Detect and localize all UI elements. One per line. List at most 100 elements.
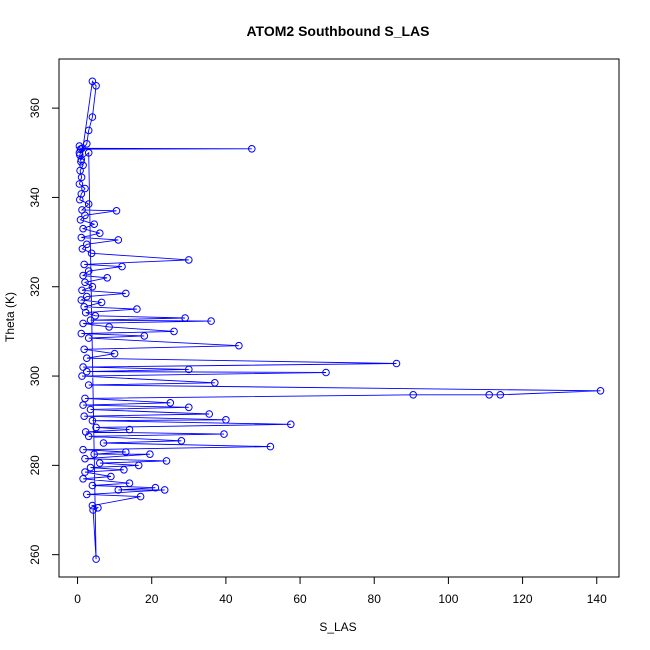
data-point bbox=[79, 363, 87, 371]
y-tick-label: 260 bbox=[28, 544, 42, 564]
data-point bbox=[266, 442, 275, 451]
data-point bbox=[84, 200, 93, 208]
data-point bbox=[83, 367, 91, 376]
data-point bbox=[79, 271, 87, 280]
data-point bbox=[84, 432, 93, 441]
data-point bbox=[84, 267, 93, 275]
data-point bbox=[88, 113, 97, 121]
data-point bbox=[81, 468, 89, 476]
data-point bbox=[96, 459, 104, 467]
y-tick-label: 340 bbox=[28, 187, 42, 207]
data-point bbox=[134, 461, 143, 470]
data-point bbox=[84, 126, 93, 135]
data-point bbox=[86, 405, 95, 414]
data-point bbox=[83, 490, 91, 499]
data-point bbox=[496, 391, 505, 399]
data-point bbox=[222, 416, 230, 424]
data-point bbox=[76, 195, 84, 204]
y-tick-label: 280 bbox=[28, 455, 42, 475]
data-point bbox=[77, 173, 86, 182]
data-point bbox=[185, 403, 193, 412]
data-point bbox=[88, 416, 97, 425]
data-point bbox=[92, 82, 100, 90]
data-point bbox=[160, 486, 169, 494]
data-point bbox=[79, 401, 87, 409]
data-point bbox=[79, 445, 87, 454]
x-tick-label: 40 bbox=[219, 592, 233, 606]
data-point bbox=[75, 180, 84, 188]
x-tick-label: 140 bbox=[587, 592, 607, 606]
data-point bbox=[89, 506, 97, 514]
data-point bbox=[392, 359, 401, 368]
data-point bbox=[80, 303, 88, 311]
data-point bbox=[185, 256, 193, 264]
data-point bbox=[81, 278, 89, 287]
data-point bbox=[84, 149, 93, 157]
data-point bbox=[81, 308, 90, 317]
data-point bbox=[86, 316, 95, 325]
y-tick-label: 360 bbox=[28, 98, 42, 118]
data-point bbox=[181, 314, 189, 322]
data-point bbox=[83, 240, 91, 249]
data-point bbox=[125, 479, 134, 488]
data-point bbox=[78, 245, 87, 253]
data-point bbox=[409, 391, 418, 399]
data-point bbox=[78, 144, 86, 153]
x-tick-label: 120 bbox=[513, 592, 533, 606]
data-point bbox=[103, 274, 111, 282]
data-point bbox=[83, 140, 91, 148]
data-point bbox=[120, 466, 128, 474]
data-point bbox=[185, 365, 193, 374]
data-point bbox=[220, 430, 228, 438]
data-point bbox=[83, 354, 91, 363]
data-point bbox=[80, 345, 88, 354]
data-point bbox=[136, 492, 145, 501]
y-tick-label: 300 bbox=[28, 366, 42, 386]
data-point bbox=[105, 323, 113, 331]
data-point bbox=[207, 317, 215, 325]
data-point bbox=[91, 312, 100, 320]
data-point bbox=[81, 211, 89, 220]
data-point bbox=[84, 334, 93, 342]
x-tick-label: 80 bbox=[368, 592, 382, 606]
data-point bbox=[205, 410, 213, 418]
data-point bbox=[90, 220, 98, 228]
data-point bbox=[146, 450, 154, 459]
data-point bbox=[77, 233, 86, 242]
data-point bbox=[88, 481, 97, 490]
data-point bbox=[77, 155, 86, 164]
data-point bbox=[79, 224, 87, 233]
data-point bbox=[322, 368, 330, 377]
data-point bbox=[248, 145, 256, 153]
y-axis-label: Theta (K) bbox=[3, 292, 17, 342]
data-point bbox=[81, 184, 89, 193]
data-point bbox=[92, 423, 100, 432]
data-point bbox=[78, 286, 86, 295]
data-point bbox=[110, 349, 119, 358]
chart-title: ATOM2 Southbound S_LAS bbox=[246, 23, 429, 39]
data-point bbox=[596, 387, 605, 395]
data-point bbox=[485, 391, 494, 399]
data-point bbox=[76, 145, 85, 153]
x-tick-label: 0 bbox=[74, 592, 81, 606]
data-point bbox=[118, 262, 126, 271]
data-point bbox=[122, 289, 130, 298]
data-point bbox=[122, 448, 130, 456]
data-point bbox=[97, 298, 106, 307]
x-axis: 0 20 40 60 80 100 120 140 bbox=[74, 576, 607, 606]
data-point bbox=[177, 437, 186, 445]
data-point bbox=[87, 249, 96, 258]
data-point bbox=[235, 341, 243, 350]
data-point bbox=[88, 282, 97, 291]
x-tick-label: 100 bbox=[438, 592, 458, 606]
data-point bbox=[107, 472, 115, 481]
data-point bbox=[77, 190, 86, 198]
data-point bbox=[133, 305, 141, 313]
data-point bbox=[78, 372, 86, 380]
data-point bbox=[162, 457, 171, 465]
data-point bbox=[80, 260, 88, 269]
y-axis: 260 280 300 320 340 360 bbox=[28, 98, 60, 565]
data-point bbox=[79, 475, 87, 483]
data-point bbox=[86, 463, 95, 472]
